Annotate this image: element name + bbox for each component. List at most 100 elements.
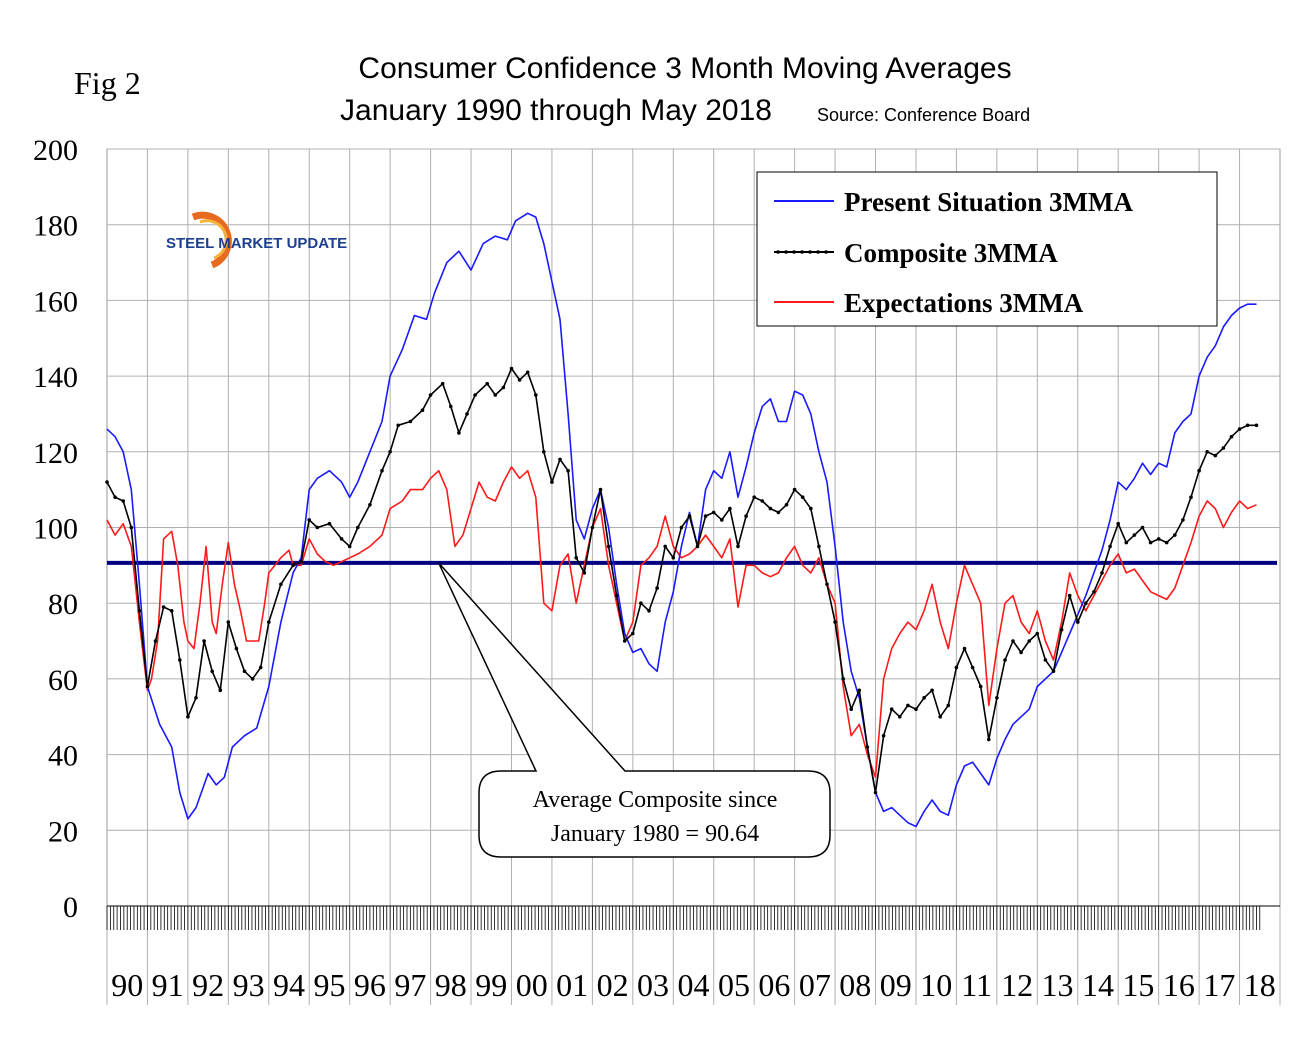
composite-point (380, 468, 384, 473)
composite-point (889, 707, 894, 711)
composite-point (1173, 533, 1177, 537)
legend-label-composite: Composite 3MMA (844, 238, 1058, 268)
composite-point (1059, 627, 1064, 632)
annotation-line2: January 1980 = 90.64 (551, 821, 759, 847)
composite-point (1108, 544, 1112, 549)
composite-point (752, 495, 756, 500)
y-tick-label: 20 (48, 815, 78, 848)
composite-point (614, 593, 619, 598)
series-group (105, 212, 1259, 828)
x-tick-label: 90 (111, 967, 143, 1003)
composite-point (347, 544, 352, 549)
composite-point (1100, 571, 1104, 575)
callout-bubble (437, 562, 831, 858)
composite-point (1092, 590, 1096, 594)
composite-point (449, 404, 453, 409)
legend-swatch-composite-markers (776, 250, 828, 254)
composite-point (396, 423, 401, 428)
legend-marker (776, 250, 780, 254)
x-tick-label: 98 (435, 967, 467, 1003)
composite-point (930, 688, 934, 693)
composite-point (574, 556, 578, 560)
x-tick-label: 03 (637, 967, 669, 1003)
composite-point (218, 688, 223, 693)
composite-point (258, 665, 263, 670)
composite-point (129, 525, 134, 530)
composite-point (1116, 521, 1120, 526)
composite-point (1035, 631, 1040, 636)
composite-point (598, 487, 603, 492)
composite-point (1019, 650, 1023, 655)
x-tick-label: 01 (556, 967, 588, 1003)
y-tick-label: 40 (48, 740, 78, 773)
chart-source: Source: Conference Board (817, 105, 1030, 125)
composite-point (534, 393, 538, 397)
x-tick-label: 93 (233, 967, 265, 1003)
composite-point (178, 658, 182, 662)
composite-point (849, 707, 853, 711)
grid (107, 148, 1280, 906)
y-tick-label: 160 (33, 285, 78, 318)
y-tick-label: 80 (48, 588, 78, 621)
composite-point (1205, 450, 1209, 454)
y-tick-label: 0 (63, 891, 78, 924)
composite-point (542, 450, 546, 454)
composite-point (388, 450, 392, 454)
composite-point (169, 609, 174, 613)
composite-point (153, 639, 158, 643)
composite-point (1181, 518, 1185, 522)
composite-point (1189, 495, 1193, 500)
annotation-line1: Average Composite since (533, 787, 778, 813)
composite-point (906, 703, 910, 708)
composite-point (105, 480, 109, 484)
composite-point (242, 669, 247, 674)
legend-marker (800, 250, 804, 254)
x-tick-label: 10 (920, 967, 952, 1003)
composite-point (509, 366, 514, 371)
composite-point (525, 370, 530, 375)
composite-point (946, 703, 951, 708)
x-tick-label: 95 (313, 967, 345, 1003)
composite-point (768, 506, 773, 511)
composite-point (938, 715, 942, 719)
x-tick-label: 13 (1042, 967, 1074, 1003)
composite-point (809, 506, 813, 511)
x-tick-label: 09 (880, 967, 912, 1003)
composite-point (440, 381, 445, 386)
x-tick-label: 94 (273, 967, 305, 1003)
composite-point (368, 503, 372, 507)
composite-point (631, 631, 635, 636)
composite-point (1164, 540, 1169, 545)
composite-point (1067, 593, 1072, 598)
composite-point (687, 514, 692, 518)
legend: Present Situation 3MMA Composite 3MMA Ex… (756, 171, 1218, 327)
legend-label-present: Present Situation 3MMA (844, 187, 1133, 217)
composite-point (1140, 525, 1145, 530)
composite-point (1221, 446, 1226, 450)
x-tick-label: 06 (758, 967, 790, 1003)
composite-point (970, 665, 975, 670)
composite-point (1132, 533, 1137, 537)
composite-point (1197, 468, 1201, 473)
y-tick-label: 200 (33, 134, 78, 167)
composite-point (202, 639, 206, 643)
y-tick-label: 180 (33, 210, 78, 243)
composite-point (299, 559, 304, 564)
composite-point (857, 688, 862, 693)
composite-point (978, 684, 983, 689)
chart-subtitle: January 1990 through May 2018 (340, 94, 772, 127)
composite-point (736, 544, 740, 549)
composite-point (817, 544, 821, 549)
composite-point (210, 669, 214, 674)
series-line-present-situation-3mma (106, 212, 1257, 828)
composite-point (408, 419, 413, 424)
composite-point (865, 745, 870, 749)
composite-point (457, 431, 461, 435)
chart-title: Consumer Confidence 3 Month Moving Avera… (358, 52, 1011, 85)
composite-point (1237, 427, 1242, 431)
composite-point (473, 393, 477, 397)
composite-point (550, 480, 554, 484)
logo-text: STEEL MARKET UPDATE (166, 235, 347, 252)
legend-marker (792, 250, 796, 254)
composite-point (226, 620, 231, 624)
